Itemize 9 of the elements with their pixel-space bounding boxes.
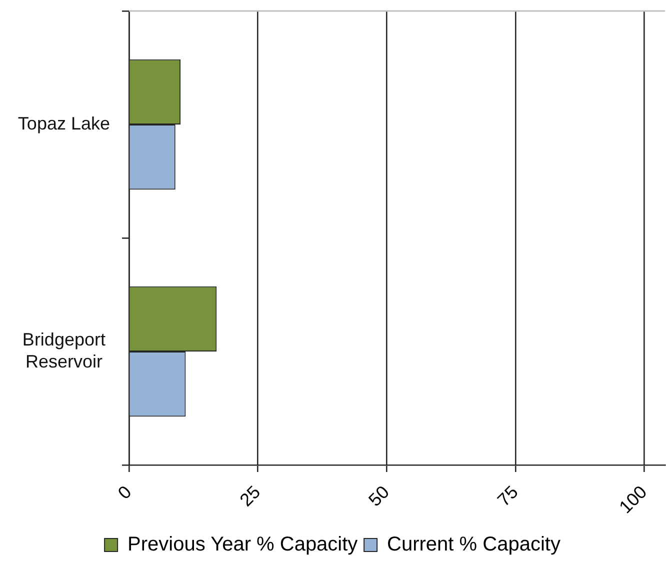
x-tick-label: 25 xyxy=(236,482,264,510)
x-tick-label: 0 xyxy=(114,482,136,504)
legend-label: Current % Capacity xyxy=(387,534,560,556)
y-tick-label: Topaz Lake xyxy=(18,113,110,134)
y-tick-label: Bridgeport Reservoir xyxy=(22,330,106,372)
legend-label: Previous Year % Capacity xyxy=(128,534,358,556)
x-tick-label: 50 xyxy=(364,482,394,510)
x-tick-label: 100 xyxy=(615,482,651,518)
x-tick-label: 75 xyxy=(494,482,522,510)
